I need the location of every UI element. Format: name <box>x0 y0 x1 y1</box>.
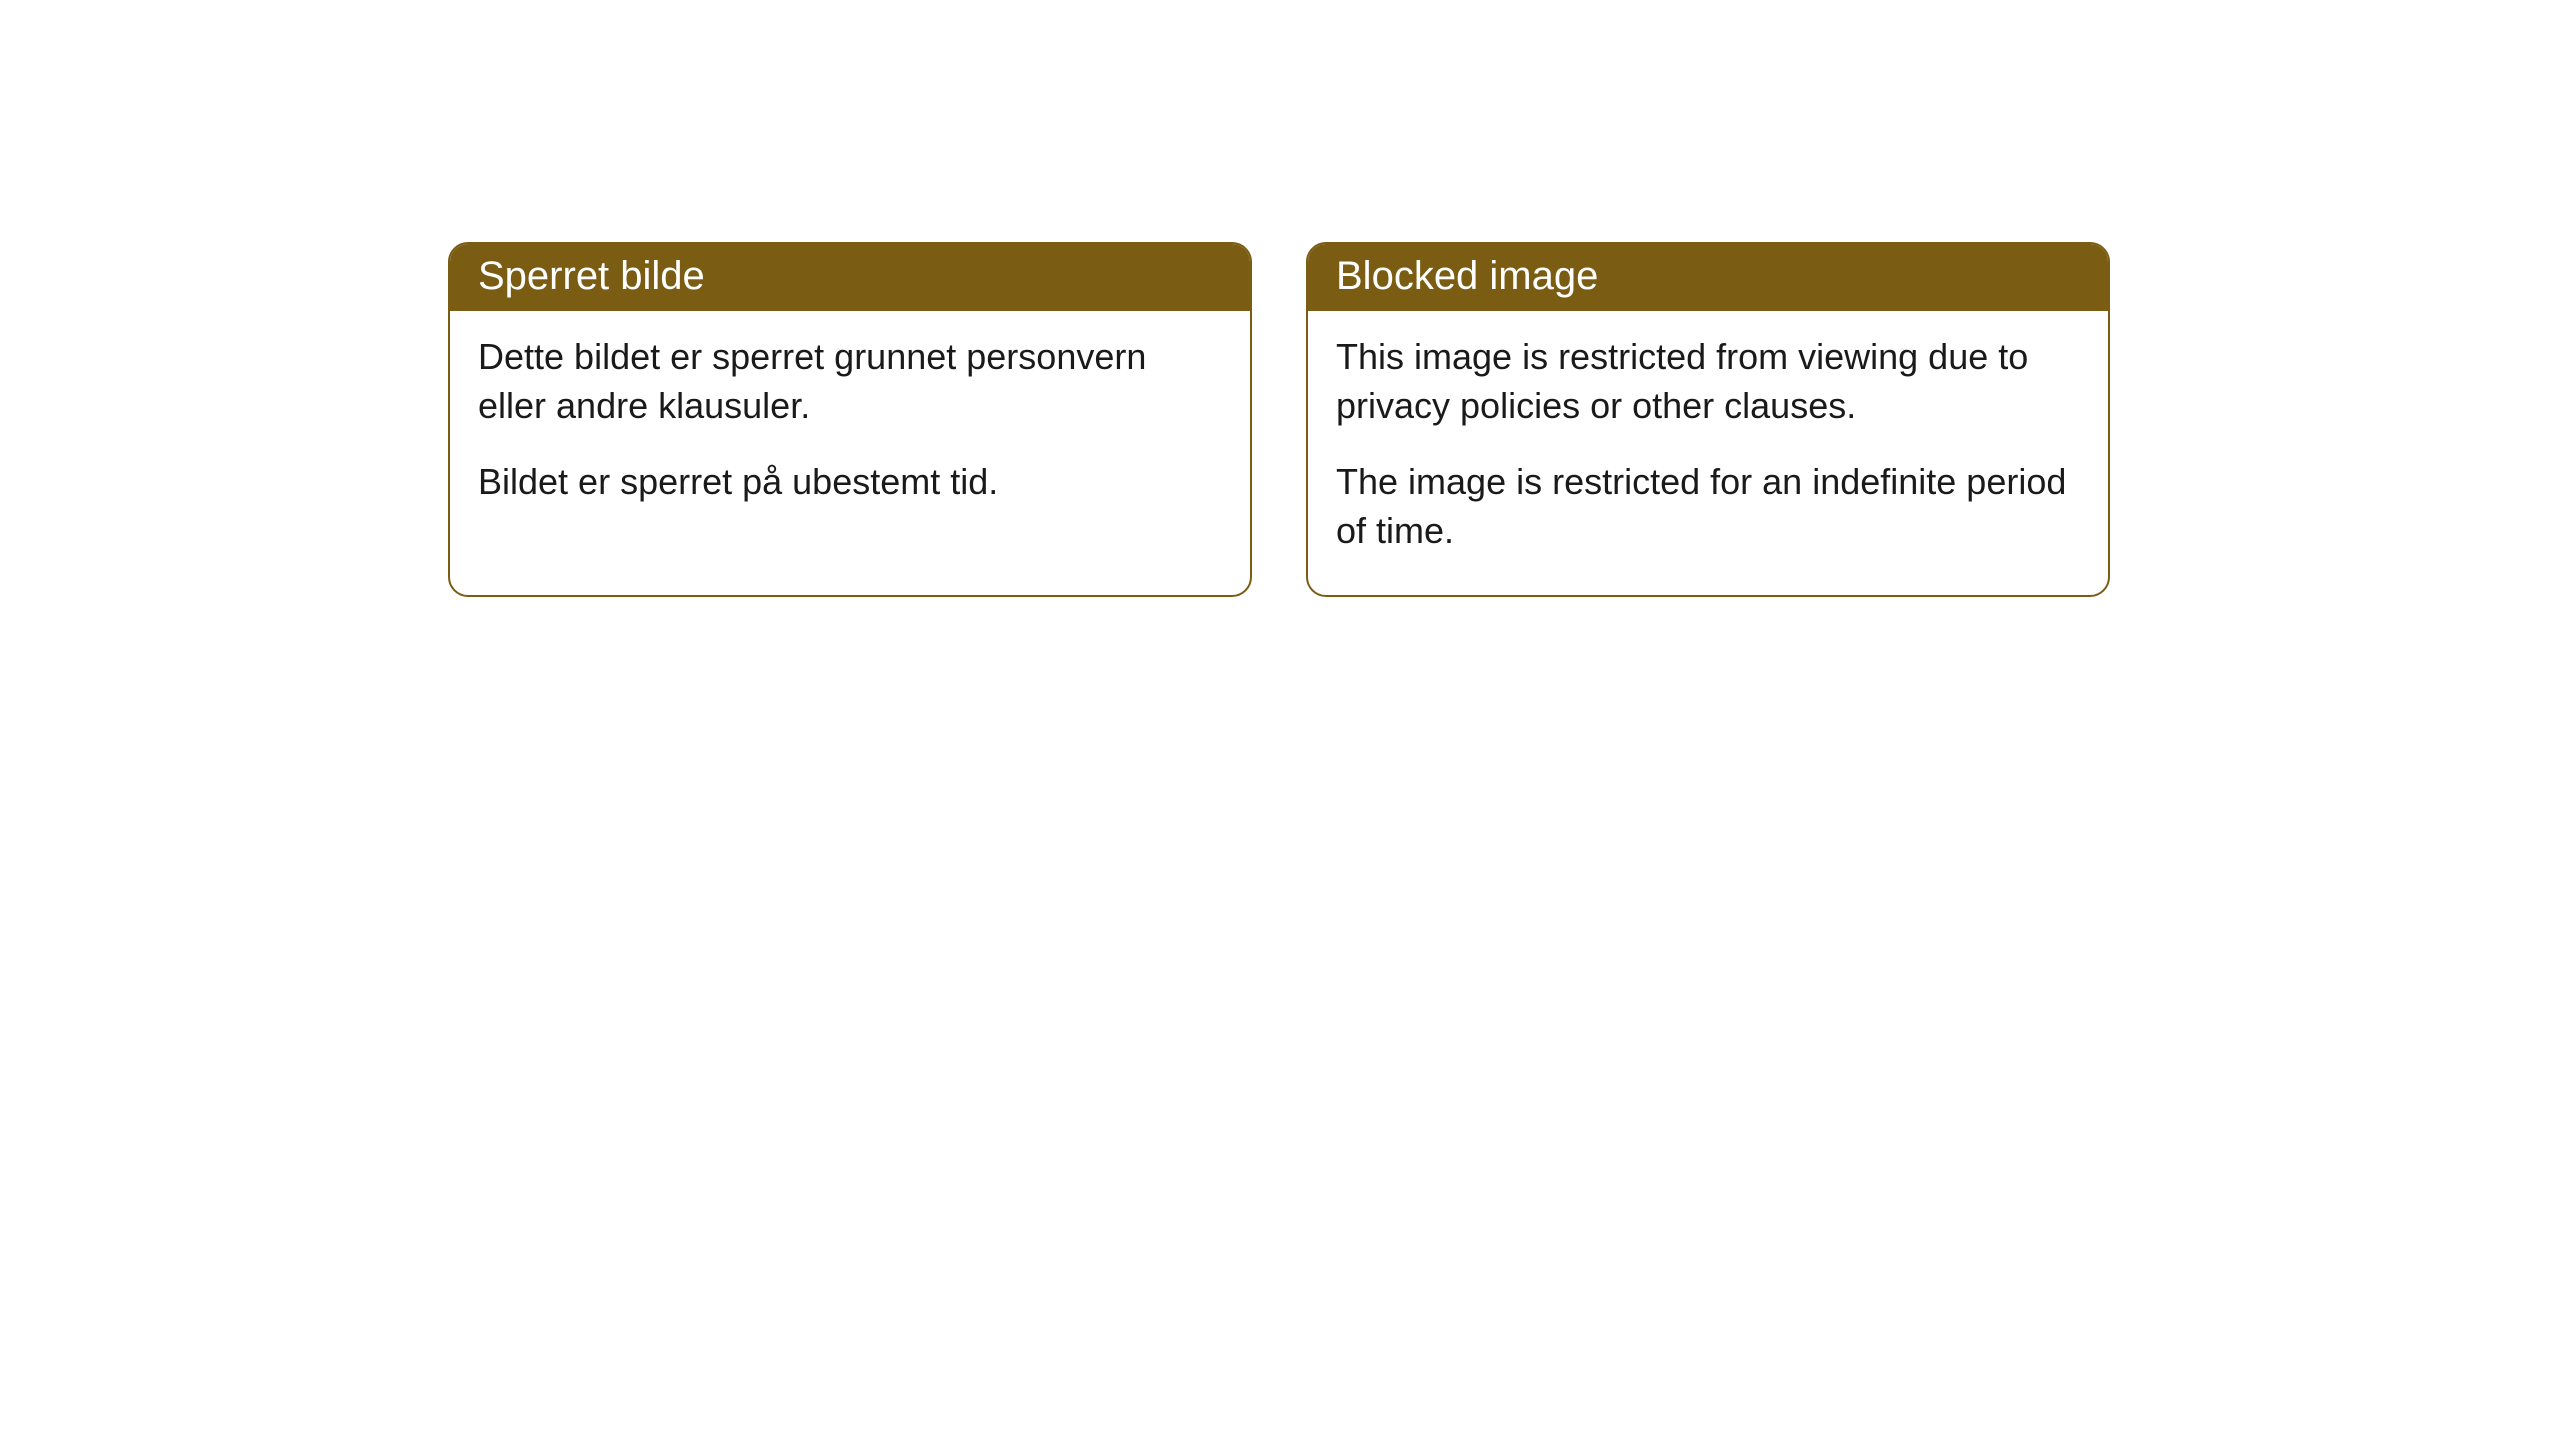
card-title: Blocked image <box>1336 254 1598 298</box>
card-paragraph: Bildet er sperret på ubestemt tid. <box>478 458 1222 507</box>
card-header: Blocked image <box>1308 244 2108 311</box>
card-body: Dette bildet er sperret grunnet personve… <box>450 311 1250 547</box>
card-title: Sperret bilde <box>478 254 705 298</box>
notice-card-english: Blocked image This image is restricted f… <box>1306 242 2110 597</box>
notice-card-norwegian: Sperret bilde Dette bildet er sperret gr… <box>448 242 1252 597</box>
card-paragraph: This image is restricted from viewing du… <box>1336 333 2080 430</box>
card-paragraph: The image is restricted for an indefinit… <box>1336 458 2080 555</box>
card-body: This image is restricted from viewing du… <box>1308 311 2108 595</box>
card-paragraph: Dette bildet er sperret grunnet personve… <box>478 333 1222 430</box>
card-header: Sperret bilde <box>450 244 1250 311</box>
notice-cards-container: Sperret bilde Dette bildet er sperret gr… <box>448 242 2110 597</box>
